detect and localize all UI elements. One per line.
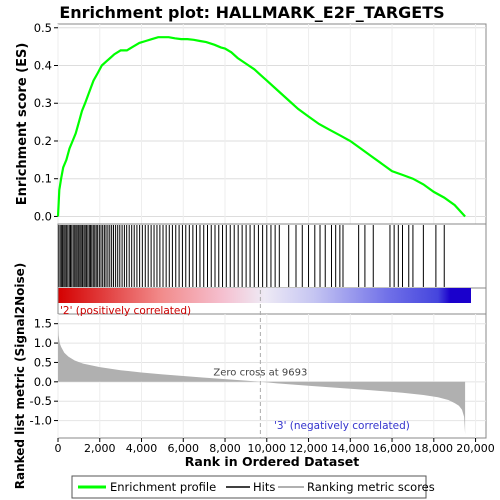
hit-markers [58, 225, 445, 287]
x-tick-label: 10,000 [248, 442, 287, 455]
plot-title: Enrichment plot: HALLMARK_E2F_TARGETS [59, 3, 444, 22]
es-y-tick-label: 0.5 [34, 21, 52, 35]
enrichment-gridlines [57, 24, 486, 224]
x-tick-label: 20,000 [456, 442, 495, 455]
positive-correlation-label: '2' (positively correlated) [60, 305, 191, 317]
x-tick-label: 4,000 [126, 442, 158, 455]
es-y-tick-label: 0.0 [34, 209, 52, 223]
legend-hits-label: Hits [253, 480, 275, 494]
ranking-metric-area [58, 317, 466, 435]
metric-y-tick-label: -0.5 [30, 394, 52, 408]
metric-y-axis-label: Ranked list metric (Signal2Noise) [13, 263, 27, 490]
legend-metric-label: Ranking metric scores [307, 480, 435, 494]
x-tick-label: 12,000 [289, 442, 328, 455]
rank-color-bar [58, 288, 471, 303]
metric-y-ticks: 1.5 1.0 0.5 0.0 -0.5 -1.0 [30, 317, 58, 428]
negative-correlation-label: '3' (negatively correlated) [274, 420, 410, 432]
es-y-tick-label: 0.2 [34, 134, 52, 148]
enrichment-y-axis-label: Enrichment score (ES) [15, 43, 30, 206]
metric-y-tick-label: 0.5 [34, 355, 52, 369]
enrichment-y-ticks: 0.0 0.1 0.2 0.3 0.4 0.5 [34, 21, 58, 223]
enrichment-panel [57, 23, 487, 225]
legend-enrichment-label: Enrichment profile [110, 480, 216, 494]
es-y-tick-label: 0.1 [34, 172, 52, 186]
x-tick-label: 16,000 [373, 442, 412, 455]
metric-x-ticks: 0 2,000 4,000 6,000 8,000 10,000 12,000 14,000 1… [55, 438, 495, 455]
x-axis-label: Rank in Ordered Dataset [185, 454, 359, 469]
enrichment-profile-line [56, 36, 466, 218]
x-tick-label: 8,000 [209, 442, 241, 455]
x-tick-label: 2,000 [84, 442, 116, 455]
x-tick-label: 6,000 [168, 442, 200, 455]
metric-y-tick-label: 0.0 [34, 375, 52, 389]
es-y-tick-label: 0.4 [34, 59, 52, 73]
x-tick-label: 14,000 [331, 442, 370, 455]
x-tick-label: 0 [55, 442, 62, 455]
metric-y-tick-label: -1.0 [30, 414, 52, 428]
es-y-tick-label: 0.3 [34, 96, 52, 110]
zero-cross-label: Zero cross at 9693 [213, 368, 307, 379]
x-tick-label: 18,000 [415, 442, 454, 455]
metric-y-tick-label: 1.5 [34, 317, 52, 331]
metric-y-tick-label: 1.0 [34, 336, 52, 350]
